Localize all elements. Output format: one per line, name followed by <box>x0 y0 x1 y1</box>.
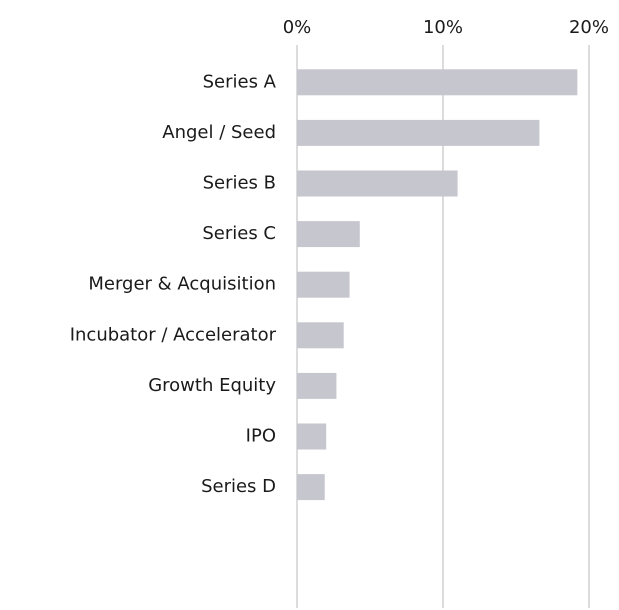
bar <box>297 271 350 298</box>
bar <box>297 170 458 197</box>
y-tick-label: Series D <box>201 476 276 497</box>
x-tick-label: 20% <box>569 17 609 38</box>
y-tick-label: Growth Equity <box>148 375 276 396</box>
bar <box>297 423 327 450</box>
bar <box>297 474 325 501</box>
bar <box>297 372 337 399</box>
x-tick-label: 10% <box>423 17 463 38</box>
bar <box>297 322 344 349</box>
y-tick-label: Series C <box>202 223 276 244</box>
bar <box>297 119 540 146</box>
y-tick-label: Incubator / Accelerator <box>70 324 277 345</box>
bar <box>297 221 360 248</box>
y-tick-label: Series A <box>203 71 277 92</box>
y-tick-label: Merger & Acquisition <box>88 274 276 295</box>
y-tick-label: IPO <box>246 426 276 447</box>
bar <box>297 69 578 96</box>
y-tick-label: Angel / Seed <box>162 122 276 143</box>
y-tick-label: Series B <box>203 173 276 194</box>
x-tick-label: 0% <box>283 17 312 38</box>
